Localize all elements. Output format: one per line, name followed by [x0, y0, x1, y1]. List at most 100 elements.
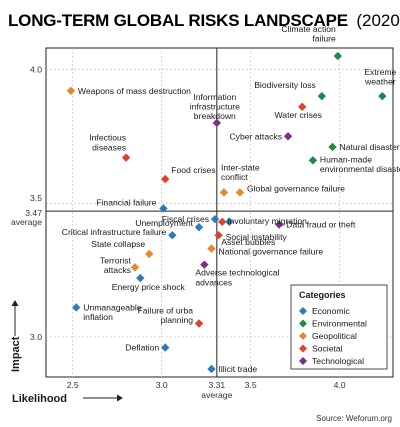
- risk-label-line: Information: [193, 92, 236, 102]
- legend-item-label: Technological: [312, 356, 364, 366]
- risk-marker: [210, 214, 220, 224]
- risk-label-line: Deflation: [125, 343, 159, 353]
- legend-item-label: Economic: [312, 306, 350, 316]
- risk-label: Data fraud or theft: [286, 220, 356, 230]
- risk-marker: [317, 91, 327, 101]
- risk-marker: [378, 91, 387, 101]
- risk-label-line: Global governance failure: [247, 183, 345, 193]
- risk-label: Illicit trade: [218, 364, 257, 374]
- x-axis-title: Likelihood: [12, 393, 67, 405]
- legend-title: Categories: [299, 290, 346, 300]
- risk-label: Financial failure: [96, 197, 156, 207]
- risk-label-line: Terrorist: [100, 255, 132, 265]
- chart-title-main: LONG-TERM GLOBAL RISKS LANDSCAPE: [8, 11, 348, 30]
- risk-label-line: Asset bubbles: [221, 237, 275, 247]
- risk-label-line: Infectious: [89, 133, 126, 143]
- y-axis-arrow-head: [11, 300, 19, 306]
- risk-label: Inter-state conflict: [221, 162, 260, 182]
- risk-label: Cyber attacks: [229, 131, 282, 141]
- legend-item-label: Geopolitical: [312, 331, 357, 341]
- risk-label-line: Social instability: [226, 232, 288, 242]
- risk-label-line: Adverse technological: [195, 268, 279, 278]
- risk-label: Deflation: [125, 343, 159, 353]
- risk-label: Failure of urba planning: [138, 306, 194, 326]
- risk-marker: [168, 231, 177, 240]
- risk-label-line: National governance failure: [218, 247, 323, 257]
- risk-marker: [283, 132, 293, 141]
- chart-title-year: (2020): [356, 11, 400, 30]
- legend-box: [290, 284, 388, 370]
- risk-label-line: Fiscal crises: [162, 214, 209, 224]
- risk-label-line: Inter-state: [221, 162, 260, 172]
- plot-frame: [45, 47, 394, 378]
- risk-label-line: State collapse: [91, 239, 145, 249]
- risk-marker: [333, 51, 343, 61]
- risk-label: State collapse: [91, 239, 145, 249]
- y-tick-label: 3.47: [25, 208, 42, 218]
- risk-label-line: inflation: [83, 312, 113, 322]
- risk-marker: [145, 249, 154, 259]
- risk-label-line: Data fraud or theft: [286, 220, 356, 230]
- risk-label-line: Energy price shock: [112, 282, 186, 292]
- y-average-label: average: [11, 217, 42, 227]
- risk-label: Asset bubbles: [221, 237, 275, 247]
- risk-marker: [72, 303, 81, 312]
- risk-marker: [328, 142, 337, 152]
- x-tick-label: 3.5: [245, 380, 257, 390]
- risk-marker: [130, 263, 140, 272]
- legend-item-label: Environmental: [312, 319, 367, 329]
- risk-label-line: Unmanageable: [83, 302, 142, 312]
- risk-marker: [212, 118, 222, 128]
- risk-label-line: Financial failure: [96, 197, 156, 207]
- risk-label-line: Water crises: [275, 110, 322, 120]
- risk-label-line: Unemployment: [135, 218, 193, 228]
- y-axis-title: Impact: [10, 336, 22, 372]
- risk-label-line: diseases: [92, 142, 126, 152]
- legend-swatch: [299, 332, 307, 340]
- risk-label-line: Illicit trade: [218, 364, 257, 374]
- source-note: Source: Weforum.org: [316, 414, 392, 423]
- risk-marker: [235, 188, 245, 197]
- risk-label-line: Involuntary migration: [227, 216, 307, 226]
- risk-marker: [225, 217, 234, 227]
- x-tick-label: 3.31: [208, 380, 225, 390]
- risk-label: Fiscal crises: [162, 214, 209, 224]
- x-axis-arrow-head: [117, 394, 123, 402]
- risk-label: Infectious diseases: [89, 133, 126, 153]
- risk-marker: [194, 223, 204, 232]
- x-tick-label: 4.0: [334, 380, 346, 390]
- risk-label: Food crises: [171, 165, 215, 175]
- risk-label: Biodiversity loss: [254, 80, 316, 90]
- legend-item-label: Societal: [312, 344, 343, 354]
- risk-label: Adverse technological advances: [195, 268, 279, 288]
- legend-swatch: [299, 357, 307, 365]
- risk-label-line: Weapons of mass destruction: [78, 86, 191, 96]
- x-tick-label: 3.0: [156, 380, 168, 390]
- x-tick-label: 2.5: [67, 380, 79, 390]
- risk-marker: [200, 260, 209, 269]
- y-tick-label: 3.0: [30, 332, 42, 342]
- chart-title: LONG-TERM GLOBAL RISKS LANDSCAPE (2020): [8, 11, 400, 30]
- risk-label: Global governance failure: [247, 183, 345, 193]
- legend-swatch: [299, 319, 307, 328]
- risk-label-line: Climate action: [281, 24, 336, 34]
- risk-label-line: infrastructure: [190, 101, 240, 111]
- risk-label: Social instability: [226, 232, 288, 242]
- risk-marker: [207, 244, 216, 253]
- risk-label-line: Critical infrastructure failure: [62, 227, 167, 237]
- risk-label-line: Human-made: [320, 154, 372, 164]
- risk-label-line: failure: [312, 34, 336, 44]
- risk-label: National governance failure: [218, 247, 323, 257]
- risk-marker: [136, 273, 145, 283]
- risk-label: Natural disasters: [339, 142, 400, 152]
- risk-label-line: conflict: [221, 172, 248, 182]
- risk-marker: [217, 217, 227, 227]
- risk-label-line: Cyber attacks: [229, 131, 282, 141]
- risk-label-line: Biodiversity loss: [254, 80, 316, 90]
- y-tick-label: 4.0: [30, 64, 42, 74]
- risk-marker: [121, 153, 131, 162]
- x-average-label: average: [201, 390, 232, 400]
- risk-label-line: Failure of urba: [138, 306, 194, 316]
- risk-marker: [274, 220, 284, 229]
- legend-swatch: [299, 344, 307, 353]
